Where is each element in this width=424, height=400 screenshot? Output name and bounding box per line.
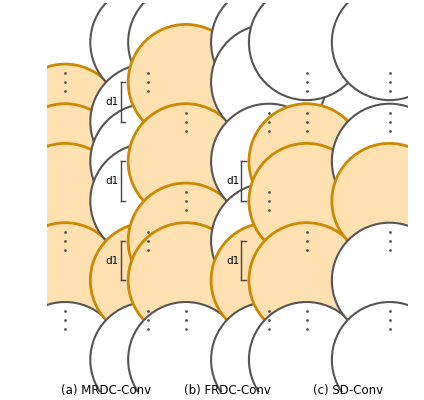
Circle shape xyxy=(128,302,243,400)
Text: d1: d1 xyxy=(105,176,118,186)
Circle shape xyxy=(128,223,243,338)
Circle shape xyxy=(332,143,424,259)
Circle shape xyxy=(7,223,123,338)
Text: d1: d1 xyxy=(226,256,239,266)
Circle shape xyxy=(7,302,123,400)
Circle shape xyxy=(7,143,123,259)
Circle shape xyxy=(249,302,364,400)
Circle shape xyxy=(332,223,424,338)
Circle shape xyxy=(249,104,364,219)
Text: d1: d1 xyxy=(105,97,118,107)
Text: d1: d1 xyxy=(226,176,239,186)
Circle shape xyxy=(211,24,326,140)
Circle shape xyxy=(128,104,243,219)
Circle shape xyxy=(211,0,326,100)
Circle shape xyxy=(332,0,424,100)
Circle shape xyxy=(211,104,326,219)
Circle shape xyxy=(332,302,424,400)
Circle shape xyxy=(332,104,424,219)
Circle shape xyxy=(249,143,364,259)
Circle shape xyxy=(90,223,206,338)
Circle shape xyxy=(90,143,206,259)
Circle shape xyxy=(7,64,123,180)
Text: (c) SD-Conv: (c) SD-Conv xyxy=(313,384,383,397)
Circle shape xyxy=(211,302,326,400)
Circle shape xyxy=(249,223,364,338)
Circle shape xyxy=(90,302,206,400)
Circle shape xyxy=(128,24,243,140)
Circle shape xyxy=(7,0,123,100)
Text: (b) FRDC-Conv: (b) FRDC-Conv xyxy=(184,384,271,397)
Circle shape xyxy=(90,0,206,100)
Text: d1: d1 xyxy=(105,256,118,266)
Circle shape xyxy=(211,223,326,338)
Text: (a) MRDC-Conv: (a) MRDC-Conv xyxy=(61,384,152,397)
Circle shape xyxy=(90,64,206,180)
Circle shape xyxy=(128,0,243,100)
Circle shape xyxy=(90,104,206,219)
Circle shape xyxy=(7,104,123,219)
Circle shape xyxy=(128,183,243,298)
Circle shape xyxy=(249,0,364,100)
Circle shape xyxy=(211,183,326,298)
